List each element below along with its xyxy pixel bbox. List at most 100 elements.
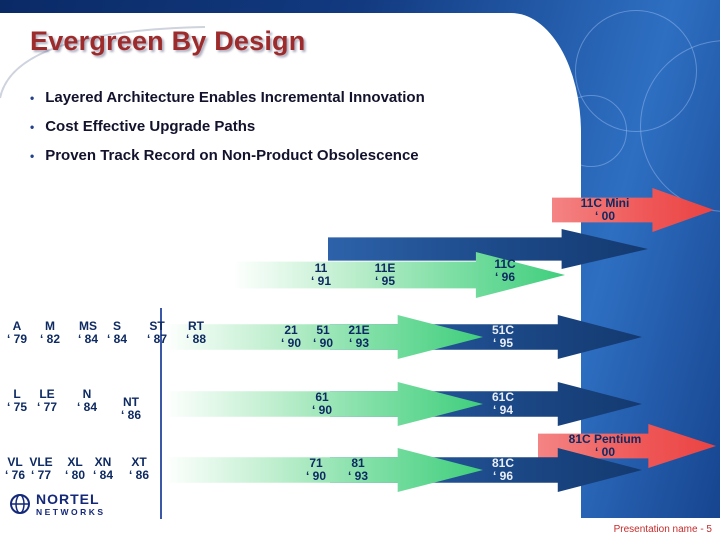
product-year: ‘ 93 xyxy=(348,336,369,350)
label-21e: 21E ‘ 93 xyxy=(341,324,377,350)
product-year: ‘ 00 xyxy=(594,209,615,223)
product-year: ‘ 86 xyxy=(120,408,141,422)
product-name: N xyxy=(82,387,92,401)
label-21: 21 ‘ 90 xyxy=(275,324,307,350)
product-year: ‘ 79 xyxy=(6,332,27,346)
label-71: 71 ‘ 90 xyxy=(300,457,332,483)
product-year: ‘ 77 xyxy=(30,468,51,482)
timeline-divider xyxy=(160,308,162,519)
footer-page-label: Presentation name - 5 xyxy=(613,524,712,535)
bullet-text: Proven Track Record on Non-Product Obsol… xyxy=(45,147,419,164)
product-name: XN xyxy=(94,455,112,469)
product-name: 21 xyxy=(284,323,298,337)
product-name: VL xyxy=(7,455,23,469)
product-name: 21E xyxy=(348,323,370,337)
label-legacy-vl: VL ‘ 76 xyxy=(0,456,30,482)
product-year: ‘ 90 xyxy=(311,403,332,417)
product-year: ‘ 76 xyxy=(4,468,25,482)
product-name: A xyxy=(12,319,22,333)
product-name: M xyxy=(45,319,55,333)
product-year: ‘ 86 xyxy=(128,468,149,482)
product-year: ‘ 90 xyxy=(305,469,326,483)
product-year: ‘ 88 xyxy=(185,332,206,346)
product-name: MS xyxy=(79,319,97,333)
label-legacy-nt: NT ‘ 86 xyxy=(114,396,148,422)
footer-strip xyxy=(0,518,720,540)
product-year: ‘ 90 xyxy=(280,336,301,350)
product-year: ‘ 84 xyxy=(92,468,113,482)
product-name: NT xyxy=(123,395,139,409)
nortel-logo: NORTEL NETWORKS xyxy=(8,492,106,517)
label-51: 51 ‘ 90 xyxy=(307,324,339,350)
product-year: ‘ 87 xyxy=(146,332,167,346)
product-year: ‘ 75 xyxy=(6,400,27,414)
product-name: 11C xyxy=(494,257,516,271)
product-name: 61 xyxy=(315,390,329,404)
globe-icon xyxy=(10,494,30,514)
label-legacy-xn: XN ‘ 84 xyxy=(88,456,118,482)
bullet-icon: • xyxy=(30,120,35,134)
label-81c: 81C ‘ 96 xyxy=(481,457,525,483)
bullet-icon: • xyxy=(30,91,35,105)
label-legacy-a: A ‘ 79 xyxy=(2,320,32,346)
product-name: 81C Pentium xyxy=(568,432,642,446)
product-year: ‘ 84 xyxy=(76,400,97,414)
label-legacy-le: LE ‘ 77 xyxy=(32,388,62,414)
label-51c: 51C ‘ 95 xyxy=(481,324,525,350)
bullet-text: Cost Effective Upgrade Paths xyxy=(45,118,256,135)
product-year: ‘ 96 xyxy=(494,270,515,284)
product-year: ‘ 80 xyxy=(64,468,85,482)
label-legacy-m: M ‘ 82 xyxy=(35,320,65,346)
product-year: ‘ 95 xyxy=(492,336,513,350)
label-legacy-ms: MS ‘ 84 xyxy=(73,320,103,346)
product-name: 11 xyxy=(314,261,328,275)
product-name: LE xyxy=(39,387,55,401)
slide-title: Evergreen By Design xyxy=(30,26,306,56)
label-11c-mini: 11C Mini ‘ 00 xyxy=(553,197,657,223)
label-61: 61 ‘ 90 xyxy=(305,391,339,417)
product-name: S xyxy=(112,319,121,333)
bullet-list: • Layered Architecture Enables Increment… xyxy=(30,88,560,175)
product-year: ‘ 82 xyxy=(39,332,60,346)
corner-arc-decoration xyxy=(0,26,206,99)
bullet-item: • Proven Track Record on Non-Product Obs… xyxy=(30,146,560,166)
bullet-icon: • xyxy=(30,149,35,163)
logo-name: NORTEL xyxy=(36,491,100,507)
product-name: ST xyxy=(149,319,165,333)
product-year: ‘ 77 xyxy=(36,400,57,414)
product-year: ‘ 96 xyxy=(492,469,513,483)
label-81: 81 ‘ 93 xyxy=(342,457,374,483)
label-legacy-vle: VLE ‘ 77 xyxy=(24,456,58,482)
product-name: L xyxy=(13,387,21,401)
product-year: ‘ 95 xyxy=(374,274,395,288)
product-year: ‘ 84 xyxy=(106,332,127,346)
product-year: ‘ 91 xyxy=(310,274,331,288)
label-legacy-xl: XL ‘ 80 xyxy=(60,456,90,482)
label-11: 11 ‘ 91 xyxy=(303,262,339,288)
product-name: 61C xyxy=(491,390,514,404)
product-year: ‘ 00 xyxy=(594,445,615,459)
label-61c: 61C ‘ 94 xyxy=(481,391,525,417)
product-name: 51C xyxy=(491,323,514,337)
label-legacy-rt: RT ‘ 88 xyxy=(181,320,211,346)
label-11c: 11C ‘ 96 xyxy=(482,258,528,284)
label-legacy-s: S ‘ 84 xyxy=(102,320,132,346)
label-legacy-l: L ‘ 75 xyxy=(2,388,32,414)
product-year: ‘ 84 xyxy=(77,332,98,346)
product-name: VLE xyxy=(29,455,53,469)
logo-sub: NETWORKS xyxy=(36,507,106,517)
product-name: 51 xyxy=(316,323,330,337)
label-81c-pentium: 81C Pentium ‘ 00 xyxy=(545,433,665,459)
label-legacy-xt: XT ‘ 86 xyxy=(124,456,154,482)
product-name: XT xyxy=(131,455,147,469)
logo-wordmark: NORTEL NETWORKS xyxy=(36,491,106,518)
product-name: 81 xyxy=(351,456,365,470)
product-name: 71 xyxy=(309,456,323,470)
product-year: ‘ 93 xyxy=(347,469,368,483)
product-year: ‘ 90 xyxy=(312,336,333,350)
product-year: ‘ 94 xyxy=(492,403,513,417)
label-11e: 11E ‘ 95 xyxy=(364,262,406,288)
product-name: 11E xyxy=(374,261,396,275)
product-name: 11C Mini xyxy=(580,196,630,210)
